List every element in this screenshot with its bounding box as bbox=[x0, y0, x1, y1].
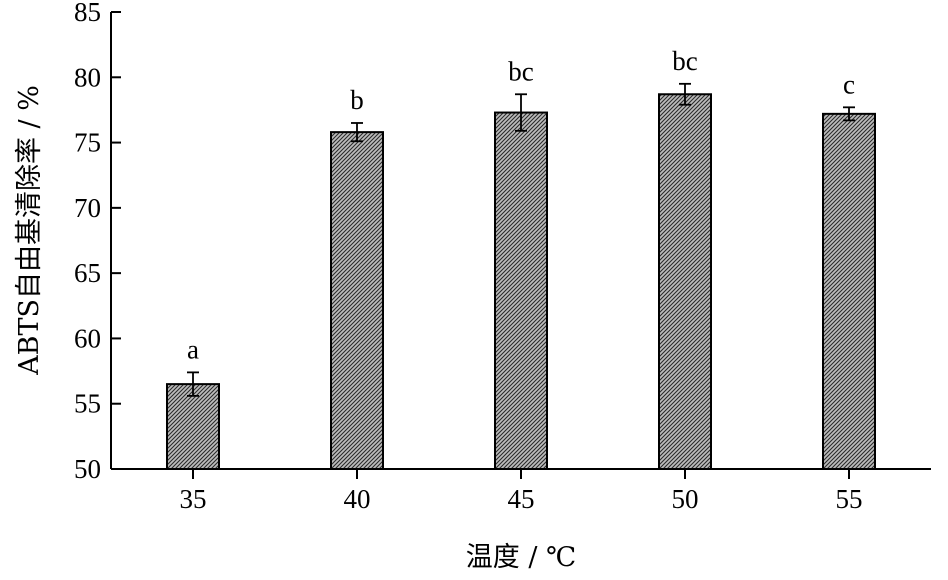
significance-label-45: bc bbox=[508, 56, 534, 86]
x-axis-title: 温度 / ℃ bbox=[466, 542, 576, 573]
y-tick-label: 60 bbox=[74, 323, 101, 353]
bar-45 bbox=[494, 111, 548, 470]
y-axis-ticks: 50 55 60 65 70 75 80 85 bbox=[74, 0, 121, 484]
y-tick-label: 50 bbox=[74, 454, 101, 484]
x-tick-label: 40 bbox=[344, 484, 371, 514]
y-axis-title: ABTS自由基清除率 / % bbox=[14, 85, 45, 376]
significance-label-50: bc bbox=[672, 46, 698, 76]
error-bar-45 bbox=[515, 93, 527, 132]
error-bar-35 bbox=[187, 371, 199, 397]
significance-labels-layer: a b bc bc c bbox=[187, 46, 855, 365]
y-tick-label: 65 bbox=[74, 258, 101, 288]
significance-label-40: b bbox=[350, 85, 364, 115]
bar-40 bbox=[330, 131, 384, 471]
y-tick-label: 70 bbox=[74, 193, 101, 223]
bar-55 bbox=[822, 112, 876, 471]
x-tick-label: 35 bbox=[180, 484, 207, 514]
y-tick-label: 55 bbox=[74, 389, 101, 419]
y-tick-label: 75 bbox=[74, 128, 101, 158]
x-tick-label: 45 bbox=[508, 484, 535, 514]
bar-35 bbox=[166, 383, 220, 470]
significance-label-55: c bbox=[843, 69, 855, 99]
significance-label-35: a bbox=[187, 334, 199, 364]
error-bars-layer bbox=[187, 82, 855, 397]
y-tick-label: 80 bbox=[74, 62, 101, 92]
x-axis-ticks: 35 40 45 50 55 bbox=[180, 469, 863, 514]
error-bar-50 bbox=[679, 82, 691, 106]
bars-layer bbox=[166, 93, 876, 471]
x-tick-label: 55 bbox=[836, 484, 863, 514]
y-tick-label: 85 bbox=[74, 0, 101, 27]
error-bar-40 bbox=[351, 122, 363, 143]
bar-50 bbox=[658, 93, 712, 470]
x-tick-label: 50 bbox=[672, 484, 699, 514]
error-bar-55 bbox=[843, 106, 855, 122]
